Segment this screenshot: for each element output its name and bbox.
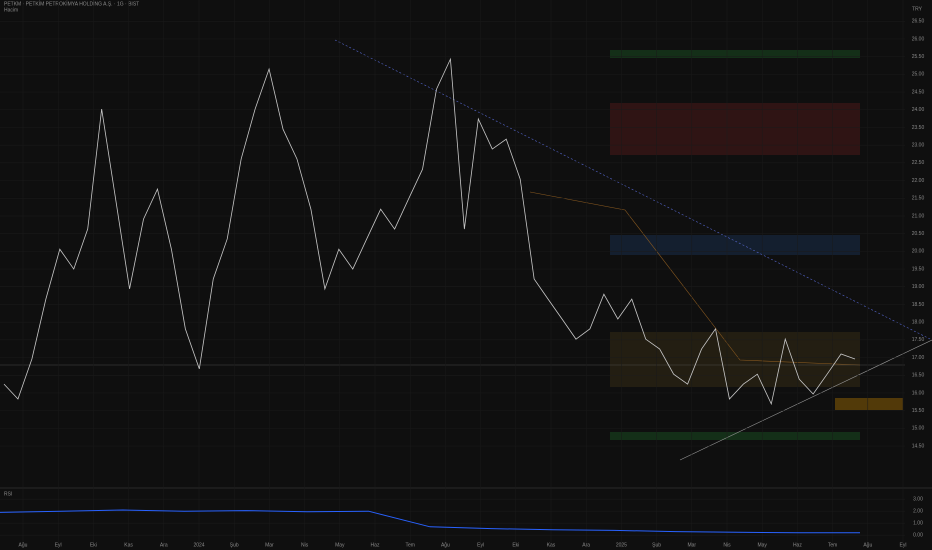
chart-subtitle: Hacim	[4, 7, 18, 13]
y-tick-label: 26.00	[912, 36, 925, 42]
y-tick-label: 18.00	[912, 319, 925, 325]
x-tick-label: 2024	[193, 542, 204, 548]
x-tick-label: Mar	[687, 542, 696, 548]
x-tick-label: Eyl	[55, 542, 62, 548]
x-tick-label: Kas	[547, 542, 556, 548]
x-tick-label: Nis	[301, 542, 309, 548]
y-tick-label: 19.50	[912, 266, 925, 272]
y-tick-label: 19.00	[912, 284, 925, 290]
chart-title: PETKM · PETKİM PETROKİMYA HOLDİNG A.Ş. ·…	[4, 0, 139, 7]
y-tick-label: 25.50	[912, 54, 925, 60]
y-tick-label: 24.50	[912, 89, 925, 95]
x-tick-label: Tem	[828, 542, 837, 548]
y-tick-label: 20.50	[912, 231, 925, 237]
x-tick-label: Haz	[371, 542, 380, 548]
x-tick-label: Ara	[582, 542, 590, 548]
x-tick-label: Ağu	[441, 542, 450, 548]
x-tick-label: Ağu	[19, 542, 28, 548]
y-tick-label: 22.50	[912, 160, 925, 166]
x-tick-label: Mar	[265, 542, 274, 548]
x-tick-label: Şub	[652, 542, 661, 548]
y-tick-label: 21.50	[912, 196, 925, 202]
y-tick-label: 16.00	[912, 390, 925, 396]
x-tick-label: Ara	[160, 542, 168, 548]
x-tick-label: Haz	[793, 542, 802, 548]
indicator-tick-label: 0.00	[913, 533, 923, 539]
indicator-tick-label: 3.00	[913, 497, 923, 503]
y-tick-label: 18.50	[912, 302, 925, 308]
y-tick-label: 17.00	[912, 355, 925, 361]
y-tick-label: 23.00	[912, 142, 925, 148]
indicator-tick-label: 1.00	[913, 521, 923, 527]
x-tick-label: May	[335, 542, 345, 548]
x-tick-label: Tem	[405, 542, 414, 548]
indicator-name: RSI	[4, 491, 12, 497]
x-tick-label: Eyl	[900, 542, 907, 548]
zones	[610, 50, 903, 440]
y-tick-label: 16.50	[912, 373, 925, 379]
y-tick-label: 17.50	[912, 337, 925, 343]
y-tick-label: 24.00	[912, 107, 925, 113]
y-tick-label: 15.50	[912, 408, 925, 414]
x-tick-label: May	[757, 542, 767, 548]
x-tick-label: Eyl	[477, 542, 484, 548]
y-tick-label: 21.00	[912, 213, 925, 219]
indicator-tick-label: 2.00	[913, 509, 923, 515]
x-tick-label: 2025	[616, 542, 627, 548]
x-tick-label: Nis	[723, 542, 731, 548]
y-tick-label: 26.50	[912, 19, 925, 25]
indicator-line	[0, 509, 860, 534]
y-tick-label: 22.00	[912, 178, 925, 184]
y-tick-label: 15.00	[912, 426, 925, 432]
price-line	[3, 57, 856, 406]
currency: TRY	[912, 6, 923, 12]
y-tick-label: 23.50	[912, 125, 925, 131]
x-tick-label: Şub	[230, 542, 239, 548]
x-tick-label: Eki	[512, 542, 519, 548]
x-tick-label: Eki	[90, 542, 97, 548]
y-tick-label: 14.50	[912, 443, 925, 449]
y-tick-label: 20.00	[912, 249, 925, 255]
x-tick-label: Kas	[124, 542, 133, 548]
y-tick-label: 25.00	[912, 72, 925, 78]
x-tick-label: Ağu	[863, 542, 872, 548]
